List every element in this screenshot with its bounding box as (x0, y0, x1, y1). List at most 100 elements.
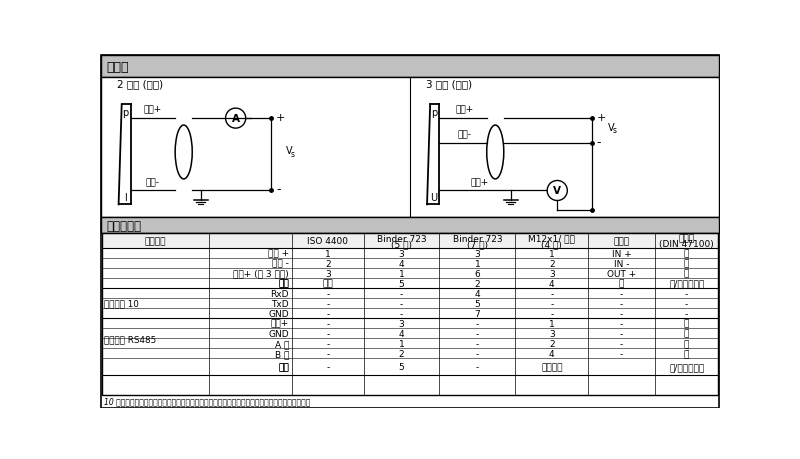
Text: Binder 723: Binder 723 (377, 234, 426, 243)
Ellipse shape (175, 126, 192, 179)
Text: 5: 5 (398, 363, 404, 371)
Text: OUT +: OUT + (607, 269, 636, 278)
Text: 数字信号 RS485: 数字信号 RS485 (104, 334, 156, 343)
Text: 2: 2 (398, 349, 404, 358)
Text: 7: 7 (474, 309, 480, 318)
Text: -: - (400, 299, 403, 308)
Text: -: - (476, 319, 479, 328)
Text: 黄/绿（屏蔽）: 黄/绿（屏蔽） (669, 363, 704, 371)
Text: 4: 4 (398, 329, 404, 338)
Text: +: + (276, 112, 286, 122)
Text: -: - (326, 289, 330, 298)
Text: -: - (400, 289, 403, 298)
Text: -: - (685, 309, 688, 318)
Text: 4: 4 (549, 279, 554, 288)
Text: 4: 4 (398, 259, 404, 268)
Text: 电源 +: 电源 + (268, 249, 289, 258)
Text: -: - (326, 329, 330, 338)
Text: 压力接口: 压力接口 (541, 363, 562, 371)
Text: 3: 3 (549, 269, 554, 278)
Text: 信号+: 信号+ (470, 178, 489, 186)
Text: -: - (620, 319, 623, 328)
Text: A 针: A 针 (274, 339, 289, 348)
Text: -: - (476, 329, 479, 338)
Text: 2: 2 (549, 259, 554, 268)
Text: RxD: RxD (270, 289, 289, 298)
Text: (4 针): (4 针) (542, 240, 562, 249)
Text: 3: 3 (398, 319, 404, 328)
Text: -: - (476, 349, 479, 358)
Text: 绿: 绿 (684, 269, 690, 278)
Text: 2: 2 (549, 339, 554, 348)
Text: 5: 5 (398, 279, 404, 288)
Text: 1: 1 (398, 339, 404, 348)
Text: 6: 6 (474, 269, 480, 278)
Text: -: - (476, 363, 479, 371)
Text: 2: 2 (474, 279, 480, 288)
Text: -: - (326, 349, 330, 358)
Text: 电气连接: 电气连接 (144, 236, 166, 246)
Text: -: - (400, 309, 403, 318)
Text: 1: 1 (549, 319, 554, 328)
Text: 信号线定义: 信号线定义 (106, 219, 141, 232)
Text: 地线: 地线 (278, 363, 289, 371)
Text: -: - (550, 299, 554, 308)
Text: 防护壳: 防护壳 (614, 236, 630, 246)
Text: -: - (326, 299, 330, 308)
Text: 褐: 褐 (684, 259, 690, 268)
Text: 褐: 褐 (684, 329, 690, 338)
Text: 2: 2 (325, 259, 330, 268)
Text: 2 线制 (电流): 2 线制 (电流) (117, 79, 163, 89)
Text: 4: 4 (474, 289, 480, 298)
Text: 1: 1 (474, 259, 480, 268)
Text: -: - (685, 289, 688, 298)
Text: 电源-: 电源- (146, 178, 160, 186)
Text: -: - (620, 349, 623, 358)
Text: V: V (554, 186, 562, 196)
Text: -: - (276, 183, 281, 196)
Text: ⏚: ⏚ (619, 279, 624, 288)
Text: -: - (620, 329, 623, 338)
Text: GND: GND (269, 309, 289, 318)
Text: ISO 4400: ISO 4400 (307, 236, 348, 246)
Bar (101, 218, 719, 233)
Text: Binder 723: Binder 723 (453, 234, 502, 243)
Text: 电源-: 电源- (458, 130, 471, 139)
Text: -: - (597, 135, 602, 148)
Text: TxD: TxD (271, 299, 289, 308)
Text: 5: 5 (474, 299, 480, 308)
Circle shape (226, 109, 246, 129)
Text: 接线图: 接线图 (106, 61, 129, 74)
Text: 1: 1 (398, 269, 404, 278)
Text: s: s (290, 150, 294, 159)
Text: -: - (550, 289, 554, 298)
Text: 3: 3 (474, 249, 480, 258)
Ellipse shape (486, 126, 504, 179)
Text: 地线: 地线 (278, 279, 289, 288)
Text: M12x1/ 金属: M12x1/ 金属 (528, 234, 575, 243)
Text: 地线: 地线 (278, 363, 289, 371)
Text: -: - (326, 309, 330, 318)
Text: -: - (620, 299, 623, 308)
Text: 3: 3 (398, 249, 404, 258)
Text: V: V (608, 122, 614, 132)
Text: -: - (620, 289, 623, 298)
Text: p: p (431, 108, 437, 118)
Text: 白: 白 (684, 249, 690, 258)
Text: 地线: 地线 (278, 279, 289, 288)
Bar (101, 56, 719, 78)
Text: 黄: 黄 (684, 339, 690, 348)
Text: V: V (286, 146, 293, 156)
Text: l: l (124, 192, 127, 202)
Text: -: - (620, 339, 623, 348)
Text: -: - (550, 309, 554, 318)
Bar (101, 78, 719, 218)
Text: 1: 1 (549, 249, 554, 258)
Text: (7 针): (7 针) (467, 240, 488, 249)
Text: s: s (612, 126, 616, 135)
Text: 1: 1 (325, 249, 330, 258)
Text: U: U (430, 192, 438, 202)
Text: 10 不可直接与电脑连接（必须选配本公司的对应通讯连接器，不包含在发货范围内，需另外订购）: 10 不可直接与电脑连接（必须选配本公司的对应通讯连接器，不包含在发货范围内，需… (104, 396, 310, 405)
Text: -: - (326, 363, 330, 371)
Bar (102, 233, 718, 395)
